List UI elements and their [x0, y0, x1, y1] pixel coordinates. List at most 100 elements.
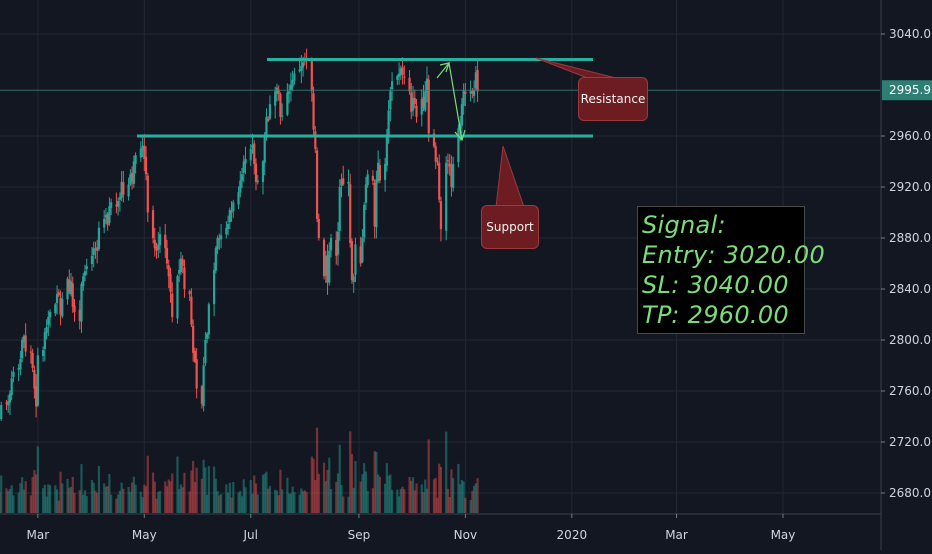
price-levels[interactable] — [0, 58, 880, 138]
signal-entry: Entry: 3020.00 — [642, 241, 826, 269]
volume-bar — [96, 492, 99, 513]
resistance-callout-pointer — [535, 57, 621, 80]
volume-bar — [153, 481, 156, 513]
candle-body — [94, 248, 97, 250]
price-tick-label: 2800.0 — [889, 333, 931, 347]
candle-body — [143, 145, 146, 159]
candle-body — [434, 146, 437, 162]
candle-body — [342, 178, 345, 185]
candle-body — [354, 244, 357, 275]
candle-body — [195, 359, 198, 389]
candle-body — [460, 104, 463, 126]
volume-bar — [403, 489, 406, 513]
candle-body — [151, 210, 155, 238]
candle-body — [399, 68, 402, 76]
candle-body — [326, 255, 329, 283]
candle-body — [464, 91, 467, 94]
candle-body — [375, 179, 378, 228]
candle-body — [232, 202, 235, 212]
price-tick-label: 2840.0 — [889, 282, 931, 296]
candle-body — [19, 359, 22, 370]
candle-body — [439, 201, 443, 230]
candle-body — [22, 336, 25, 343]
volume-bar — [448, 496, 451, 513]
volume-bar — [92, 482, 95, 513]
candle-body — [157, 244, 160, 250]
candle-body — [314, 131, 317, 149]
candle-body — [153, 239, 156, 249]
volume-bar — [94, 490, 97, 513]
candle-body — [176, 276, 179, 319]
candle-body — [446, 160, 450, 162]
volume-bar — [78, 490, 81, 513]
volume-bar — [59, 471, 62, 513]
volume-bar — [192, 460, 195, 513]
volume-bar — [399, 488, 402, 513]
candle-body — [476, 70, 479, 92]
volume-bar — [29, 495, 32, 513]
volume-bar — [390, 490, 394, 513]
volume-bar — [115, 498, 118, 513]
volume-bar — [10, 485, 13, 513]
candle-body — [452, 164, 455, 188]
candle-body — [36, 355, 39, 406]
candle-body — [427, 79, 430, 134]
signal-box[interactable]: Signal: Entry: 3020.00 SL: 3040.00 TP: 2… — [637, 206, 826, 334]
volume-bar — [249, 479, 252, 513]
candle-body — [204, 340, 207, 364]
volume-bar — [158, 490, 162, 513]
volume-bar — [19, 483, 22, 513]
volume-bar — [401, 486, 404, 513]
candle-body — [206, 333, 209, 339]
volume-bar — [459, 484, 462, 513]
candle-body — [265, 116, 268, 135]
volume-bar — [226, 492, 230, 513]
candle-body — [214, 248, 217, 271]
volume-bar — [288, 493, 291, 513]
candle-body — [122, 182, 125, 195]
candle-body — [251, 144, 254, 148]
price-tick-label: 2920.0 — [889, 180, 931, 194]
resistance-callout[interactable]: Resistance — [578, 77, 648, 121]
volume-bar — [384, 483, 387, 513]
price-axis[interactable]: 3040.0 2960.0 2920.0 2880.0 2840.0 2800.0 2760… — [880, 0, 932, 550]
volume-bar — [397, 496, 401, 513]
volume-bar — [207, 466, 210, 513]
time-axis[interactable]: Mar May Jul Sep Nov 2020 Mar May — [0, 513, 881, 542]
candle-body — [336, 231, 340, 255]
candle-body — [202, 365, 205, 406]
volume-bar — [446, 488, 450, 513]
volume-bar — [47, 484, 50, 513]
candle-body — [17, 368, 20, 370]
support-callout[interactable]: Support — [481, 205, 539, 249]
candle-body — [279, 93, 282, 117]
volume-bar — [17, 492, 20, 513]
candle-body — [59, 297, 62, 315]
volume-bar — [464, 497, 467, 513]
volume-bar — [240, 496, 244, 513]
volume-bar — [0, 475, 3, 513]
volume-bar — [434, 477, 437, 513]
candle-body — [61, 299, 64, 317]
volume-bar — [396, 489, 399, 513]
candle-body — [120, 181, 123, 198]
volume-bar — [195, 467, 198, 513]
candle-body — [474, 72, 477, 89]
volume-bar — [157, 491, 160, 513]
volume-bar — [242, 479, 245, 513]
volume-bar — [452, 478, 455, 513]
candle-body — [92, 248, 95, 255]
projection-arrowhead-down — [454, 129, 466, 142]
volume-bar — [181, 487, 184, 513]
volume-bar — [83, 490, 87, 513]
candle-body — [200, 386, 203, 404]
volume-bar — [298, 494, 301, 513]
volume-bar — [41, 488, 45, 513]
last-price-badge — [882, 80, 932, 101]
candle-body — [422, 97, 425, 108]
candle-body — [244, 158, 247, 164]
candle-body — [424, 91, 427, 111]
candle-body — [7, 401, 10, 406]
